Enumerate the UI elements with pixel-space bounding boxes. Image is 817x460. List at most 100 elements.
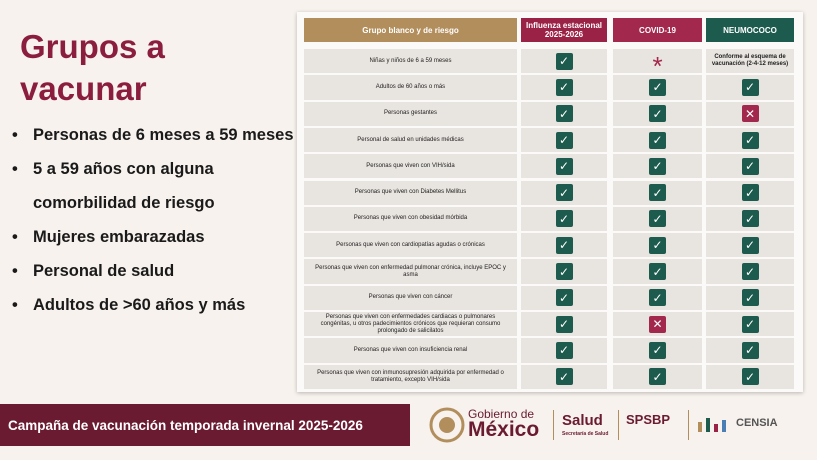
row-label: Personas que viven con Diabetes Mellitus [304,180,517,205]
bullet: Personal de salud [12,254,312,288]
row-label: Personas que viven con inmunosupresión a… [304,364,517,389]
status-icon: ✕ [741,105,759,123]
status-icon: ✓ [649,368,666,386]
status-icon: ✓ [555,78,573,96]
cell: ✓ [706,259,794,284]
row-label: Personas que viven con cáncer [304,285,517,310]
status-icon: ✓ [741,315,759,333]
status-icon: ✕ [649,315,666,333]
cell: ✓ [613,127,702,153]
cell: ✓ [521,127,607,153]
status-icon: ✓ [649,263,666,281]
status-symbol: * [652,50,663,81]
status-icon: ✓ [555,236,573,254]
table-row: Personas que viven con inmunosupresión a… [304,364,794,390]
status-icon: ✓ [555,368,573,386]
status-icon: ✓ [649,236,666,254]
column-header: COVID-19 [613,18,702,42]
cell: ✕ [613,312,702,337]
status-icon: ✓ [649,289,666,307]
table-row: Personas que viven con insuficiencia ren… [304,337,794,363]
status-icon: ✓ [741,368,759,386]
status-icon: ✓ [649,210,666,228]
cell: ✓ [706,285,794,310]
status-icon: ✓ [649,341,666,359]
mexico-text: México [468,418,540,441]
cell: ✓ [521,233,607,258]
table-row: Personas que viven con enfermedad pulmon… [304,258,794,284]
cell: ✓ [613,259,702,284]
table-row: Personal de salud en unidades médicas ✓ ✓ ✓ [304,127,794,153]
spsbp-text: SPSBP [626,412,671,427]
cell: ✓ [706,312,794,337]
row-label: Personas que viven con cardiopatías agud… [304,233,517,258]
cell: ✓ [706,180,794,205]
table-row: Niñas y niños de 6 a 59 meses ✓ * Conforme … [304,48,794,81]
cell: ✓ [521,312,607,337]
cell: ✓ [613,285,702,310]
cell: ✓ [521,154,607,179]
table-row: Adultos de 60 años o más ✓ ✓ ✓ [304,74,794,100]
status-icon: ✓ [649,184,666,202]
cell: ✓ [706,75,794,100]
cell: ✓ [706,206,794,232]
status-icon: ✓ [741,236,759,254]
status-icon: ✓ [649,131,666,149]
status-icon: ✓ [555,210,573,228]
cell: ✓ [613,338,702,363]
status-icon: ✓ [741,131,759,149]
status-icon: ✓ [555,263,573,281]
status-icon: ✓ [741,341,759,359]
row-label: Personas que viven con enfermedades card… [304,312,517,337]
cell-note: Conforme al esquema de vacunación (2-4-1… [711,54,789,68]
table-row: Personas gestantes ✓ ✓ ✕ [304,101,794,127]
cell: ✓ [521,180,607,205]
cell: ✓ [706,338,794,363]
cell: ✓ [613,364,702,389]
bullet: Personas de 6 meses a 59 meses [12,118,312,152]
separator [618,410,619,440]
status-icon: ✓ [555,52,573,70]
status-icon: ✓ [555,315,573,333]
bullet-list: Personas de 6 meses a 59 meses5 a 59 año… [12,118,312,322]
status-icon: ✓ [649,157,666,175]
column-header: NEUMOCOCO [706,18,794,42]
table-row: Personas que viven con Diabetes Mellitus… [304,180,794,206]
table-row: Personas que viven con cardiopatías agud… [304,232,794,258]
cell: ✓ [613,154,702,179]
cell: ✓ [613,180,702,205]
emblem [429,407,465,443]
cell: ✓ [613,233,702,258]
salud-sub: Secretaría de Salud [562,431,609,437]
status-icon: ✓ [555,105,573,123]
row-label: Personas que viven con enfermedad pulmon… [304,259,517,284]
separator [553,410,554,440]
row-label: Personas gestantes [304,101,517,126]
status-icon: ✓ [741,78,759,96]
status-icon: ✓ [741,263,759,281]
bullet: Adultos de >60 años y más [12,288,312,322]
row-label: Personas que viven con obesidad mórbida [304,206,517,232]
row-label: Personal de salud en unidades médicas [304,127,517,153]
cell: ✓ [706,154,794,179]
cell: ✓ [706,364,794,389]
bullet: 5 a 59 años con alguna comorbilidad de r… [12,152,312,220]
status-icon: ✓ [649,105,666,123]
table-row: Personas que viven con enfermedades card… [304,311,794,337]
cell: ✓ [521,285,607,310]
cell: ✓ [521,338,607,363]
cell: ✓ [706,233,794,258]
censia-text: CENSIA [736,417,778,429]
cell: ✓ [706,127,794,153]
gobierno-text: Gobierno de [468,407,535,421]
table-row: Personas que viven con VIH/sida ✓ ✓ ✓ [304,153,794,179]
cell: ✓ [521,75,607,100]
cell: ✓ [613,206,702,232]
cell: ✓ [613,101,702,126]
status-icon: ✓ [741,184,759,202]
status-icon: ✓ [741,157,759,175]
cell: ✓ [521,364,607,389]
vaccine-table: Grupo blanco y de riesgo Influenza estaci… [297,12,803,392]
censia-icon [698,418,726,432]
